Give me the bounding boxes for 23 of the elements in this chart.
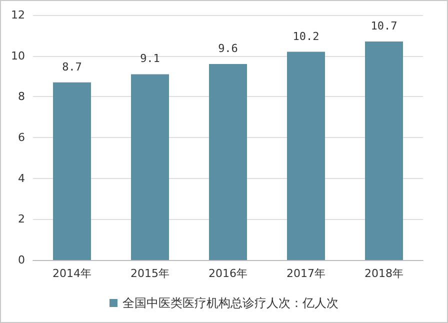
y-tick-label: 6 [18,131,25,144]
bar [53,82,91,260]
x-tick-label: 2018年 [364,267,404,280]
data-label: 10.2 [292,30,320,43]
bar [131,74,169,260]
bar [287,52,325,260]
data-label: 9.6 [218,42,238,55]
y-tick-label: 8 [18,90,25,104]
y-tick-label: 12 [11,8,25,22]
x-tick-label: 2014年 [52,267,92,280]
bar [209,64,247,260]
y-tick-label: 10 [11,49,25,62]
y-tick-label: 4 [18,172,25,185]
bar [365,42,403,260]
x-tick-label: 2017年 [286,267,326,280]
data-label: 10.7 [370,20,398,33]
data-label: 8.7 [62,60,82,74]
y-tick-label: 0 [18,254,25,266]
y-tick-label: 2 [18,212,25,226]
data-label: 9.1 [140,52,160,66]
legend-label: 全国中医类医疗机构总诊疗人次：亿人次 [122,296,338,310]
x-tick-label: 2015年 [130,267,170,280]
x-tick-label: 2016年 [208,267,248,280]
